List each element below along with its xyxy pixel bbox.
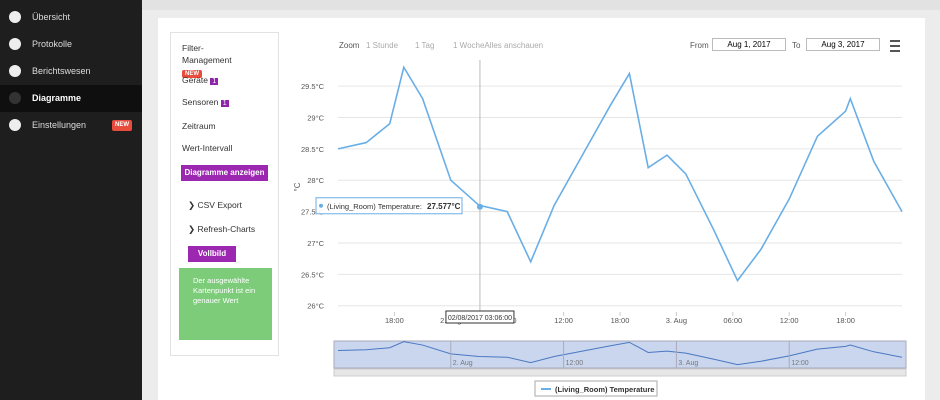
nav-label: Protokolle (32, 39, 73, 49)
link[interactable]: ❯ Refresh-Charts (188, 224, 256, 234)
chart: °C 26°C 26.5°C 27°C 27.5°C 28°C 28.5°C 29°C 29.… (293, 60, 907, 397)
nav-label: Einstellungen (32, 120, 87, 130)
tooltip-dot (319, 203, 323, 208)
tooltip-value: 27.577°C (427, 202, 461, 211)
navigator-bg (333, 340, 907, 369)
navigator-tick-label: 3. Aug (678, 360, 698, 367)
nav-item[interactable]: Berichtswesen (0, 58, 142, 85)
filter-label: Zeitraum (182, 121, 216, 131)
y-tick-label: 27.5°C (301, 208, 325, 217)
note-text: Der ausgewählte Kartenpunkt ist ein gena… (193, 276, 256, 305)
filter-item[interactable]: Zeitraum (182, 121, 216, 131)
legend-label: (Living_Room) Temperature (555, 385, 654, 394)
fullscreen-button[interactable]: Vollbild (188, 246, 236, 262)
navigator-line (337, 341, 903, 366)
from-input[interactable]: Aug 1, 2017 (712, 38, 786, 51)
legend: (Living_Room) Temperature (534, 380, 658, 397)
filter-item[interactable]: Geräte 1 (182, 75, 219, 85)
link-text: Refresh-Charts (197, 224, 256, 234)
filter-label: Wert-Intervall (182, 143, 233, 153)
x-tick-label: 12:00 (554, 316, 573, 325)
legend-box (534, 380, 658, 397)
y-tick-label: 29°C (307, 113, 324, 122)
zoom-option[interactable]: 1 Stunde (366, 41, 399, 50)
x-tick-label: 18:00 (611, 316, 630, 325)
navigator-tick-label: 12:00 (566, 360, 584, 367)
from-label: From (690, 41, 709, 50)
tooltip-box (315, 197, 463, 215)
to-label: To (792, 41, 801, 50)
sidebar: Übersicht Protokolle Berichtswesen Diagr… (0, 0, 142, 400)
note: Der ausgewählte Kartenpunkt ist ein gena… (179, 268, 272, 340)
filter-item[interactable]: Sensoren 1 (182, 97, 229, 107)
y-axis-label: °C (293, 182, 302, 191)
zoom-option[interactable]: 1 Tag (415, 41, 435, 50)
scrollbar (333, 368, 907, 377)
x-tooltip: 02/08/2017 03:06:00 (448, 315, 512, 322)
x-tooltip-box (445, 310, 515, 324)
nav-item[interactable]: Übersicht (0, 4, 142, 31)
zoom-option[interactable]: 1 WocheAlles anschauen (453, 41, 544, 50)
filter-title-text: Filter-Management (182, 43, 232, 65)
x-tick-label: 06:00 (723, 316, 742, 325)
count: 1 (210, 78, 219, 85)
filter-title: Filter-Management NEW (182, 42, 242, 80)
navigator-tick-label: 2. Aug (453, 360, 473, 367)
y-tick-label: 29.5°C (301, 82, 325, 91)
y-tick-label: 28.5°C (301, 145, 325, 154)
y-tick-label: 27°C (307, 239, 324, 248)
nav-item[interactable]: Diagramme (0, 85, 142, 112)
tooltip-series: (Living_Room) Temperature: (327, 202, 422, 211)
menu-icon[interactable] (890, 40, 900, 52)
y-tick-label: 26°C (307, 302, 324, 311)
card (158, 18, 925, 400)
nav-item[interactable]: Protokolle (0, 31, 142, 58)
filter-label: Geräte (182, 75, 208, 85)
count: 1 (220, 100, 229, 107)
filter-label: Sensoren (182, 97, 219, 107)
nav-item[interactable]: Einstellungen NEW (0, 112, 142, 139)
badge: NEW (182, 70, 202, 78)
nav-label: Übersicht (32, 12, 71, 22)
x-tick-label: 18:00 (836, 316, 855, 325)
show-button[interactable]: Diagramme anzeigen (181, 165, 268, 181)
y-tick-label: 26.5°C (301, 270, 325, 279)
hover-point (476, 203, 483, 210)
link-text: CSV Export (197, 200, 242, 210)
nav-label: Diagramme (32, 93, 82, 103)
filter-item[interactable]: Wert-Intervall (182, 143, 232, 153)
x-tick-label: 3. Aug (666, 316, 687, 325)
top-bar (142, 0, 940, 10)
line (337, 65, 903, 283)
navigator-tick-label: 12:00 (791, 360, 809, 367)
to-input[interactable]: Aug 3, 2017 (806, 38, 880, 51)
x-tick-label: 18:00 (385, 316, 404, 325)
y-tick-label: 28°C (307, 176, 324, 185)
badge: NEW (112, 120, 132, 131)
link[interactable]: ❯ CSV Export (188, 200, 242, 210)
nav-label: Berichtswesen (32, 66, 91, 76)
x-tick-label: 12:00 (780, 316, 799, 325)
zoom-label: Zoom (339, 41, 360, 50)
